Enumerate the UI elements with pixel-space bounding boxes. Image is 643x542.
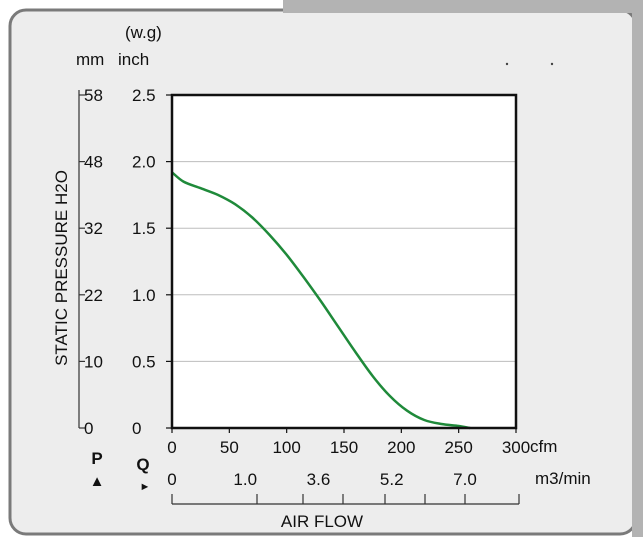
- q-label: Q: [136, 455, 149, 474]
- x-tick-label: 250: [444, 438, 472, 457]
- m3-tick-label: 1.0: [233, 470, 257, 489]
- y-axis-title: STATIC PRESSURE H2O: [52, 170, 71, 366]
- unit-wg-label: (w.g): [125, 23, 162, 42]
- unit-inch-label: inch: [118, 50, 149, 69]
- unit-mm-label: mm: [76, 50, 104, 69]
- m3-tick-label: 5.2: [380, 470, 404, 489]
- panel-header-bar: [283, 0, 643, 13]
- x-tick-label: 100: [272, 438, 300, 457]
- q-arrow-icon: ►: [140, 481, 151, 493]
- mm-axis-ticks: 0 10 22 32 48 58: [79, 86, 103, 438]
- mm-tick-label: 58: [84, 86, 103, 105]
- mm-tick-label: 10: [84, 352, 103, 371]
- p-label: P: [91, 449, 102, 468]
- airflow-scale-ticks: [171, 494, 520, 504]
- x-unit-label: cfm: [530, 437, 557, 456]
- m3-tick-label: 3.6: [307, 470, 331, 489]
- mm-tick-label: 22: [84, 286, 103, 305]
- stray-dot: [505, 62, 509, 66]
- mm-tick-label: 48: [84, 153, 103, 172]
- m3-axis-ticks: 0 1.0 3.6 5.2 7.0: [167, 470, 477, 489]
- x-tick-label: 150: [330, 438, 358, 457]
- x-tick-label: 300: [502, 438, 530, 457]
- x-tick-label: 0: [167, 438, 176, 457]
- mm-tick-label: 32: [84, 219, 103, 238]
- m3-tick-label: 0: [167, 470, 176, 489]
- y-tick-label: 1.0: [132, 286, 156, 305]
- panel-side-bar: [632, 0, 643, 537]
- m3-tick-label: 7.0: [453, 470, 477, 489]
- y-tick-label: 0: [132, 419, 141, 438]
- p-arrow-icon: ▲: [90, 473, 105, 490]
- series-line: [171, 171, 471, 430]
- y-axis-ticks: 0 0.5 1.0 1.5 2.0 2.5: [132, 86, 172, 438]
- grid-lines: [172, 161, 516, 362]
- x-axis-ticks: 0 50 100 150 200 250 300: [167, 428, 530, 457]
- y-tick-label: 2.5: [132, 86, 156, 105]
- plot-area: [172, 95, 516, 428]
- x2-unit-label: m3/min: [535, 469, 591, 488]
- y-tick-label: 0.5: [132, 352, 156, 371]
- stray-dot: [550, 62, 554, 66]
- mm-tick-label: 0: [84, 419, 93, 438]
- x-tick-label: 50: [220, 438, 239, 457]
- y-tick-label: 1.5: [132, 219, 156, 238]
- y-tick-label: 2.0: [132, 153, 156, 172]
- x-axis-title: AIR FLOW: [281, 512, 363, 531]
- x-tick-label: 200: [387, 438, 415, 457]
